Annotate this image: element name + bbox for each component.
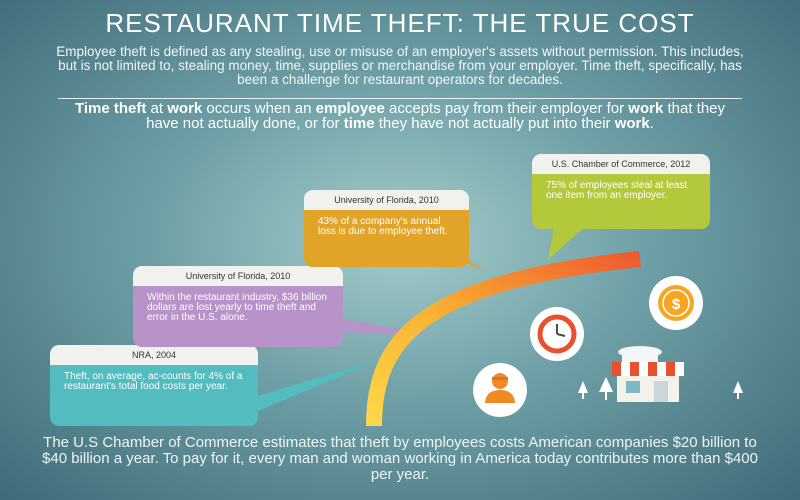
employee-icon	[473, 363, 527, 417]
intro-paragraph: Employee theft is defined as any stealin…	[56, 44, 744, 87]
tree-icon	[578, 381, 588, 399]
callout-source: University of Florida, 2010	[133, 266, 343, 286]
callout-tail-nra	[250, 360, 378, 412]
callout-text: Within the restaurant industry, $36 bill…	[133, 286, 343, 347]
callout-text: 75% of employees steal at least one item…	[532, 174, 710, 229]
callout-nra: NRA, 2004 Theft, on average, ac-counts f…	[50, 345, 258, 426]
callout-source: NRA, 2004	[50, 345, 258, 365]
def-bold: Time theft	[74, 100, 147, 117]
dollar-symbol: $	[672, 296, 681, 313]
divider	[58, 98, 742, 99]
dollar-coin-icon	[649, 276, 703, 330]
store-icon	[612, 346, 684, 402]
def-bold: time	[343, 115, 375, 132]
callout-uf-industry: University of Florida, 2010 Within the r…	[133, 266, 343, 347]
def-text: that they have not actually done, or for	[146, 100, 726, 132]
def-text: at	[146, 100, 168, 117]
footer-paragraph: The U.S Chamber of Commerce estimates th…	[42, 434, 758, 483]
def-text: they have not actually put into their	[374, 115, 615, 132]
def-bold: work	[614, 115, 650, 132]
callout-chamber-commerce: U.S. Chamber of Commerce, 2012 75% of em…	[532, 154, 710, 229]
tree-icon	[733, 381, 743, 399]
def-bold: employee	[315, 100, 385, 117]
def-text: accepts pay from their employer for	[384, 100, 629, 117]
timeline-arc	[366, 251, 641, 427]
def-bold: work	[628, 100, 664, 117]
callout-text: Theft, on average, ac-counts for 4% of a…	[50, 365, 258, 426]
callout-source: U.S. Chamber of Commerce, 2012	[532, 154, 710, 174]
def-text: occurs when an	[202, 100, 316, 117]
callout-text: 43% of a company's annual loss is due to…	[304, 210, 469, 267]
definition-paragraph: Time theft at work occurs when an employ…	[70, 101, 730, 131]
def-text: .	[649, 115, 654, 132]
clock-icon	[530, 307, 584, 361]
callout-tail-chamber	[548, 222, 590, 260]
callout-uf-company-loss: University of Florida, 2010 43% of a com…	[304, 190, 469, 267]
page-title: RESTAURANT TIME THEFT: THE TRUE COST	[105, 8, 695, 38]
tree-icon	[599, 377, 613, 400]
callout-source: University of Florida, 2010	[304, 190, 469, 210]
def-bold: work	[167, 100, 203, 117]
